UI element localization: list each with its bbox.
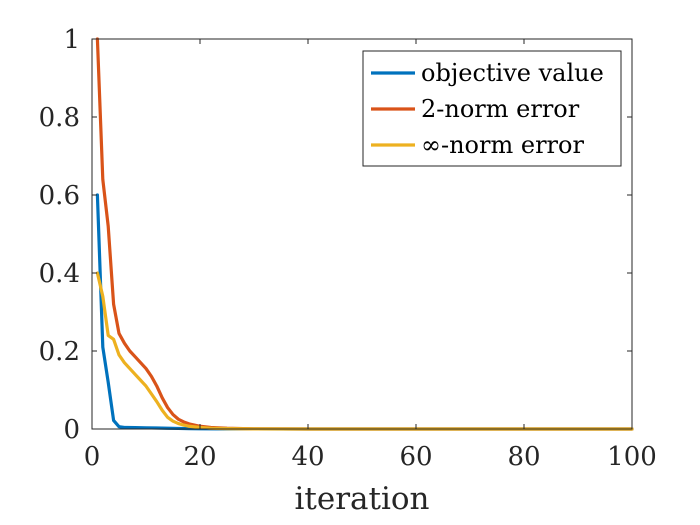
x-tick-label: 80: [507, 442, 540, 472]
series-line-1: [95, 193, 634, 431]
series-line-3: [95, 271, 634, 431]
x-axis-title: iteration: [294, 481, 429, 517]
legend-entries: objective value 2-norm error ∞-norm error: [371, 59, 604, 159]
legend-label-2: 2-norm error: [421, 95, 580, 123]
y-tick-label: 1: [63, 25, 80, 55]
y-tick-label: 0.8: [39, 103, 80, 133]
axis-tick-labels: 0 20 40 60 80 100 0 0.2 0.4 0.6 0.8 1: [39, 25, 657, 472]
y-tick-label: 0.4: [39, 259, 80, 289]
legend-label-1: objective value: [421, 59, 604, 87]
y-tick-label: 0: [63, 415, 80, 445]
legend: objective value 2-norm error ∞-norm error: [362, 50, 622, 167]
x-tick-label: 100: [607, 442, 657, 472]
x-tick-label: 0: [84, 442, 101, 472]
axis-ticks: [91, 38, 633, 430]
legend-label-3: ∞-norm error: [421, 131, 584, 159]
x-tick-label: 60: [399, 442, 432, 472]
plot-area-frame: [91, 38, 633, 430]
x-tick-label: 40: [291, 442, 324, 472]
y-tick-label: 0.6: [39, 181, 80, 211]
x-tick-label: 20: [183, 442, 216, 472]
y-tick-label: 0.2: [39, 337, 80, 367]
